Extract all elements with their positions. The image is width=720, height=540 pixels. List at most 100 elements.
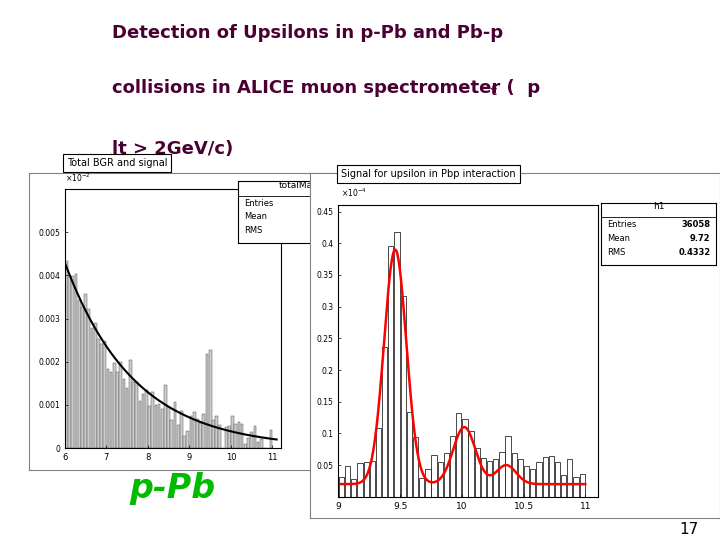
Bar: [231, 416, 234, 448]
Bar: [148, 406, 150, 448]
Bar: [456, 413, 462, 497]
Bar: [71, 276, 74, 448]
Bar: [91, 328, 94, 448]
Bar: [269, 430, 272, 448]
Bar: [196, 419, 199, 448]
Bar: [450, 436, 455, 497]
Bar: [235, 424, 237, 448]
Text: $\times10^{-4}$: $\times10^{-4}$: [341, 187, 366, 199]
Bar: [247, 438, 250, 448]
Bar: [400, 296, 406, 497]
Bar: [94, 322, 96, 448]
Text: 17: 17: [679, 522, 698, 537]
Bar: [171, 420, 174, 448]
Bar: [65, 261, 68, 448]
Bar: [369, 461, 375, 497]
Text: RMS: RMS: [607, 248, 626, 256]
Bar: [177, 426, 179, 448]
Bar: [116, 373, 119, 448]
Bar: [244, 443, 247, 448]
Bar: [413, 437, 418, 497]
Bar: [524, 466, 529, 497]
Bar: [100, 344, 103, 448]
Bar: [499, 452, 505, 497]
Bar: [426, 469, 431, 497]
Bar: [251, 432, 253, 448]
Bar: [120, 362, 122, 448]
Text: Entries: Entries: [607, 220, 636, 230]
Bar: [180, 411, 183, 448]
Bar: [174, 402, 176, 448]
Bar: [530, 469, 536, 497]
Bar: [543, 457, 548, 497]
Bar: [444, 453, 449, 497]
Bar: [431, 455, 436, 497]
Bar: [113, 363, 116, 448]
Bar: [238, 422, 240, 448]
Bar: [167, 407, 170, 448]
Text: 1.6: 1.6: [342, 226, 357, 235]
Bar: [339, 477, 344, 497]
Bar: [419, 478, 424, 497]
Text: Entries: Entries: [244, 199, 274, 208]
Bar: [199, 423, 202, 448]
Bar: [438, 462, 443, 497]
Bar: [129, 360, 132, 448]
Bar: [364, 462, 369, 497]
Bar: [212, 420, 215, 448]
Bar: [189, 416, 192, 448]
Text: 36058: 36058: [682, 220, 711, 230]
Text: Detection of Upsilons in p-Pb and Pb-p: Detection of Upsilons in p-Pb and Pb-p: [112, 24, 503, 42]
Bar: [145, 390, 148, 448]
Text: collisions in ALICE muon spectrometer (  p: collisions in ALICE muon spectrometer ( …: [112, 79, 541, 97]
Bar: [561, 475, 566, 497]
Bar: [357, 463, 363, 497]
Bar: [107, 369, 109, 448]
Text: 0.4332: 0.4332: [678, 248, 711, 256]
Bar: [388, 246, 393, 497]
Bar: [164, 385, 167, 448]
Bar: [206, 354, 208, 448]
Bar: [122, 379, 125, 448]
Text: Mean: Mean: [607, 234, 630, 243]
Text: 8.04: 8.04: [337, 212, 357, 221]
Bar: [186, 431, 189, 448]
Bar: [382, 347, 387, 497]
Bar: [126, 388, 128, 448]
Bar: [218, 424, 221, 448]
Bar: [104, 341, 106, 448]
Text: h1: h1: [653, 202, 665, 211]
Bar: [376, 428, 381, 497]
Bar: [184, 436, 186, 448]
Text: $\times10^{-2}$: $\times10^{-2}$: [65, 171, 90, 184]
Bar: [151, 392, 154, 448]
Bar: [253, 426, 256, 448]
Bar: [240, 424, 243, 448]
Bar: [474, 448, 480, 497]
Bar: [260, 440, 263, 448]
Bar: [161, 409, 163, 448]
Bar: [135, 382, 138, 448]
Text: 32321: 32321: [328, 199, 357, 208]
Bar: [469, 431, 474, 497]
Bar: [555, 462, 560, 497]
Bar: [142, 394, 145, 448]
Bar: [78, 300, 81, 448]
Bar: [345, 466, 350, 497]
Bar: [518, 458, 523, 497]
Bar: [109, 372, 112, 448]
Text: Total BGR and signal: Total BGR and signal: [67, 158, 168, 168]
Text: lt > 2GeV/c): lt > 2GeV/c): [112, 140, 234, 158]
Bar: [97, 339, 99, 448]
Bar: [138, 401, 141, 448]
Text: Signal for upsilon in Pbp interaction: Signal for upsilon in Pbp interaction: [341, 169, 516, 179]
Bar: [493, 460, 498, 497]
Bar: [225, 427, 228, 448]
Bar: [158, 404, 161, 448]
Bar: [193, 411, 196, 448]
Bar: [487, 461, 492, 497]
Bar: [481, 458, 486, 497]
Bar: [202, 414, 205, 448]
Text: totalMass: totalMass: [279, 181, 323, 190]
Bar: [75, 274, 77, 448]
